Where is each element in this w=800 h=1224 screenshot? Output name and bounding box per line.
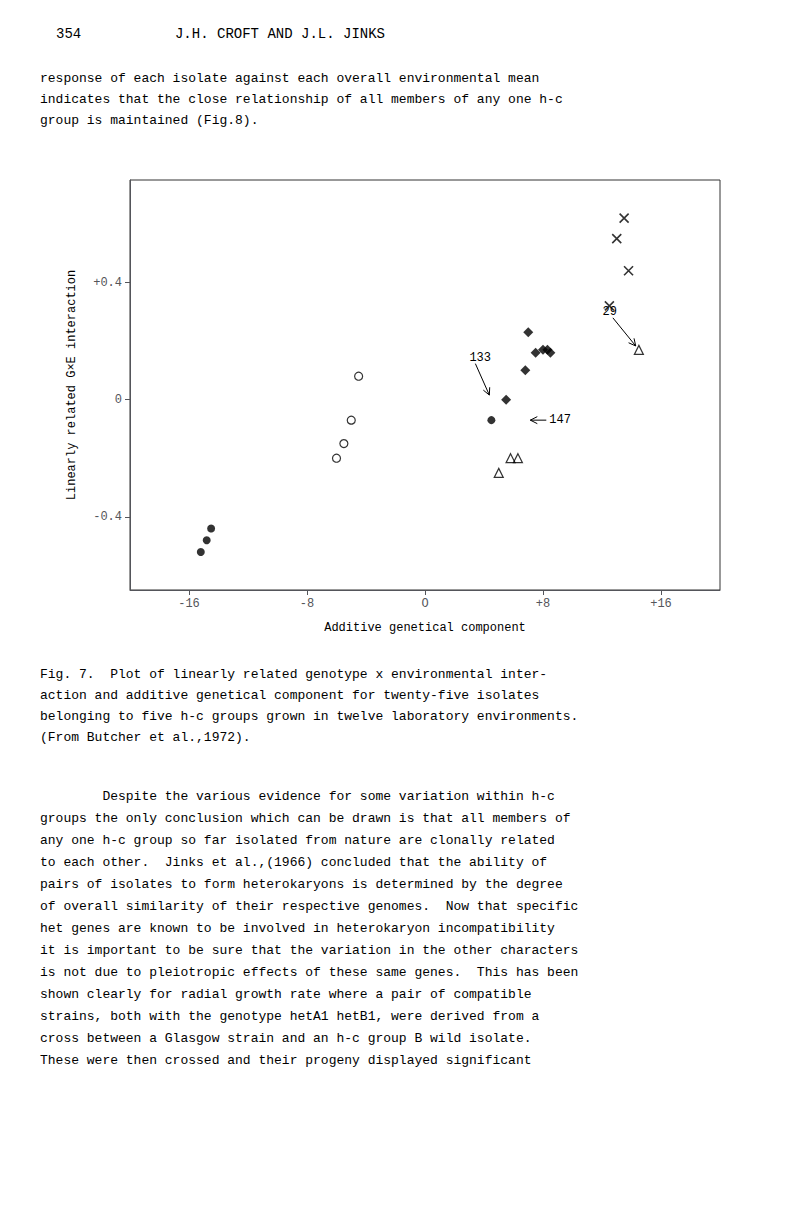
svg-text:group is maintained (Fig.8).: group is maintained (Fig.8). [40, 113, 258, 128]
svg-text:29: 29 [602, 305, 616, 319]
svg-text:+16: +16 [650, 597, 672, 611]
svg-text:action and additive genetical: action and additive genetical component … [40, 688, 539, 703]
svg-text:+8: +8 [536, 597, 550, 611]
svg-text:-0.4: -0.4 [93, 510, 122, 524]
svg-text:J.H. CROFT AND J.L. JINKS: J.H. CROFT AND J.L. JINKS [175, 26, 385, 42]
svg-text:0: 0 [115, 393, 122, 407]
svg-text:133: 133 [469, 351, 491, 365]
svg-text:-8: -8 [300, 597, 314, 611]
svg-text:cross between a Glasgow strain: cross between a Glasgow strain and an h-… [40, 1031, 531, 1046]
svg-text:belonging to five h-c groups g: belonging to five h-c groups grown in tw… [40, 709, 578, 724]
svg-text:354: 354 [56, 26, 81, 42]
svg-text:groups the only conclusion whi: groups the only conclusion which can be … [40, 811, 571, 826]
svg-text:(From Butcher et al.,1972).: (From Butcher et al.,1972). [40, 730, 251, 745]
svg-text:it is important to be sure tha: it is important to be sure that the vari… [40, 943, 578, 958]
svg-text:response of each isolate again: response of each isolate against each ov… [40, 71, 539, 86]
svg-text:of overall similarity of their: of overall similarity of their respectiv… [40, 899, 578, 914]
svg-text:Additive genetical component: Additive genetical component [324, 621, 526, 635]
svg-text:pairs of isolates to form hete: pairs of isolates to form heterokaryons … [40, 877, 563, 892]
svg-text:to each other. Jinks et al.,(: to each other. Jinks et al.,(1966) concl… [40, 855, 547, 870]
svg-text:-16: -16 [178, 597, 200, 611]
svg-text:indicates that the close relat: indicates that the close relationship of… [40, 92, 563, 107]
svg-text:Fig. 7. Plot of linearly rela: Fig. 7. Plot of linearly related genotyp… [40, 667, 547, 682]
svg-text:het genes are known to be invo: het genes are known to be involved in he… [40, 921, 555, 936]
svg-text:Despite the various evidence f: Despite the various evidence for some va… [40, 789, 555, 804]
svg-text:shown clearly for radial growt: shown clearly for radial growth rate whe… [40, 987, 531, 1002]
svg-text:O: O [421, 597, 428, 611]
svg-text:strains, both with the genotyp: strains, both with the genotype hetA1 he… [40, 1009, 539, 1024]
svg-text:is not due to pleiotropic effe: is not due to pleiotropic effects of the… [40, 965, 578, 980]
svg-text:+0.4: +0.4 [93, 276, 122, 290]
svg-text:These were then crossed and th: These were then crossed and their progen… [40, 1053, 531, 1068]
svg-text:147: 147 [549, 413, 571, 427]
svg-text:any one h-c group so far isola: any one h-c group so far isolated from n… [40, 833, 555, 848]
svg-text:Linearly related G×E interacti: Linearly related G×E interaction [65, 270, 79, 500]
